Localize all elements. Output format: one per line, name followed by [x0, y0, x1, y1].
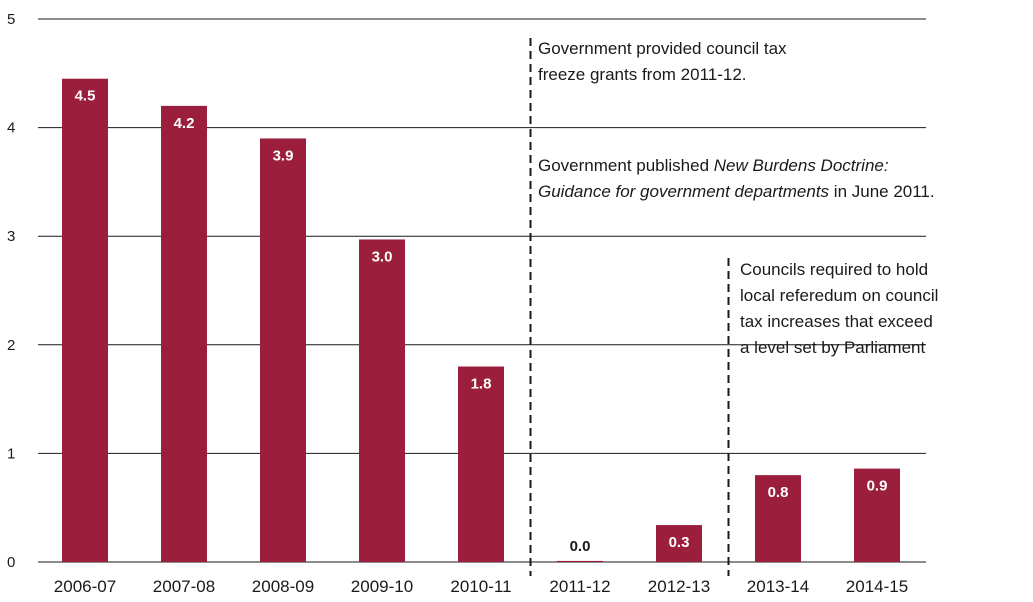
annotation-referendum-line4: a level set by Parliament — [740, 338, 926, 357]
annotation-doctrine-line1-pre: Government published — [538, 156, 714, 175]
annotation-doctrine-line2: Guidance for government departments in J… — [538, 179, 935, 205]
bar-2014-15 — [854, 468, 900, 562]
bars: 4.5 4.2 3.9 3.0 1.8 0.0 0.3 0.8 0.9 — [62, 78, 900, 562]
y-tick-label: 5 — [7, 11, 15, 28]
y-tick-label: 3 — [7, 228, 15, 245]
bar-2008-09 — [260, 138, 306, 562]
data-label-2009-10: 3.0 — [372, 248, 393, 265]
data-label-2014-15: 0.9 — [867, 478, 888, 495]
annotation-grants-line1: Government provided council tax — [538, 39, 787, 58]
annotation-grants-line2: freeze grants from 2011-12. — [538, 65, 747, 84]
x-tick-label: 2010-11 — [450, 577, 511, 596]
bar-2010-11 — [458, 366, 504, 562]
axis-ticks: 0 1 2 3 4 5 2006-07 2007-08 2008-09 2009-10 2010-1… — [7, 11, 908, 596]
y-tick-label: 4 — [7, 120, 15, 137]
annotation-referendum-line2: local referedum on council — [740, 286, 939, 305]
bar-2009-10 — [359, 239, 405, 562]
data-label-2007-08: 4.2 — [174, 115, 195, 132]
bar-2007-08 — [161, 105, 207, 562]
x-tick-label: 2008-09 — [252, 577, 314, 596]
bar-2012-13 — [656, 525, 702, 562]
data-label-2013-14: 0.8 — [768, 484, 789, 501]
annotation-grants: Government provided council tax freeze g… — [538, 36, 787, 88]
annotation-doctrine: Government published New Burdens Doctrin… — [538, 153, 935, 205]
data-label-2008-09: 3.9 — [273, 147, 294, 164]
y-tick-label: 0 — [7, 554, 15, 571]
data-label-2012-13: 0.3 — [669, 534, 690, 551]
x-tick-label: 2011-12 — [549, 577, 610, 596]
x-tick-label: 2009-10 — [351, 577, 413, 596]
x-tick-label: 2012-13 — [648, 577, 710, 596]
bar-2011-12 — [557, 560, 603, 562]
annotation-doctrine-line2-post: in June 2011. — [829, 182, 935, 201]
event-markers — [529, 38, 730, 576]
annotation-referendum-line1: Councils required to hold — [740, 260, 929, 279]
annotation-referendum: Councils required to hold local referedu… — [740, 257, 938, 361]
annotation-doctrine-line2-italic: Guidance for government departments — [538, 182, 830, 201]
x-tick-label: 2006-07 — [54, 577, 116, 596]
x-tick-label: 2007-08 — [153, 577, 215, 596]
data-label-2010-11: 1.8 — [471, 376, 492, 393]
bar-2006-07 — [62, 78, 108, 562]
y-tick-label: 2 — [7, 337, 15, 354]
annotation-doctrine-line1-italic: New Burdens Doctrine: — [713, 156, 889, 175]
x-tick-label: 2013-14 — [747, 577, 809, 596]
bar-2013-14 — [755, 475, 801, 562]
annotation-referendum-line3: tax increases that exceed — [740, 312, 933, 331]
x-tick-label: 2014-15 — [846, 577, 908, 596]
data-label-2011-12: 0.0 — [570, 538, 591, 555]
y-tick-label: 1 — [7, 445, 15, 462]
data-label-2006-07: 4.5 — [75, 88, 96, 105]
annotation-doctrine-line1: Government published New Burdens Doctrin… — [538, 153, 935, 179]
